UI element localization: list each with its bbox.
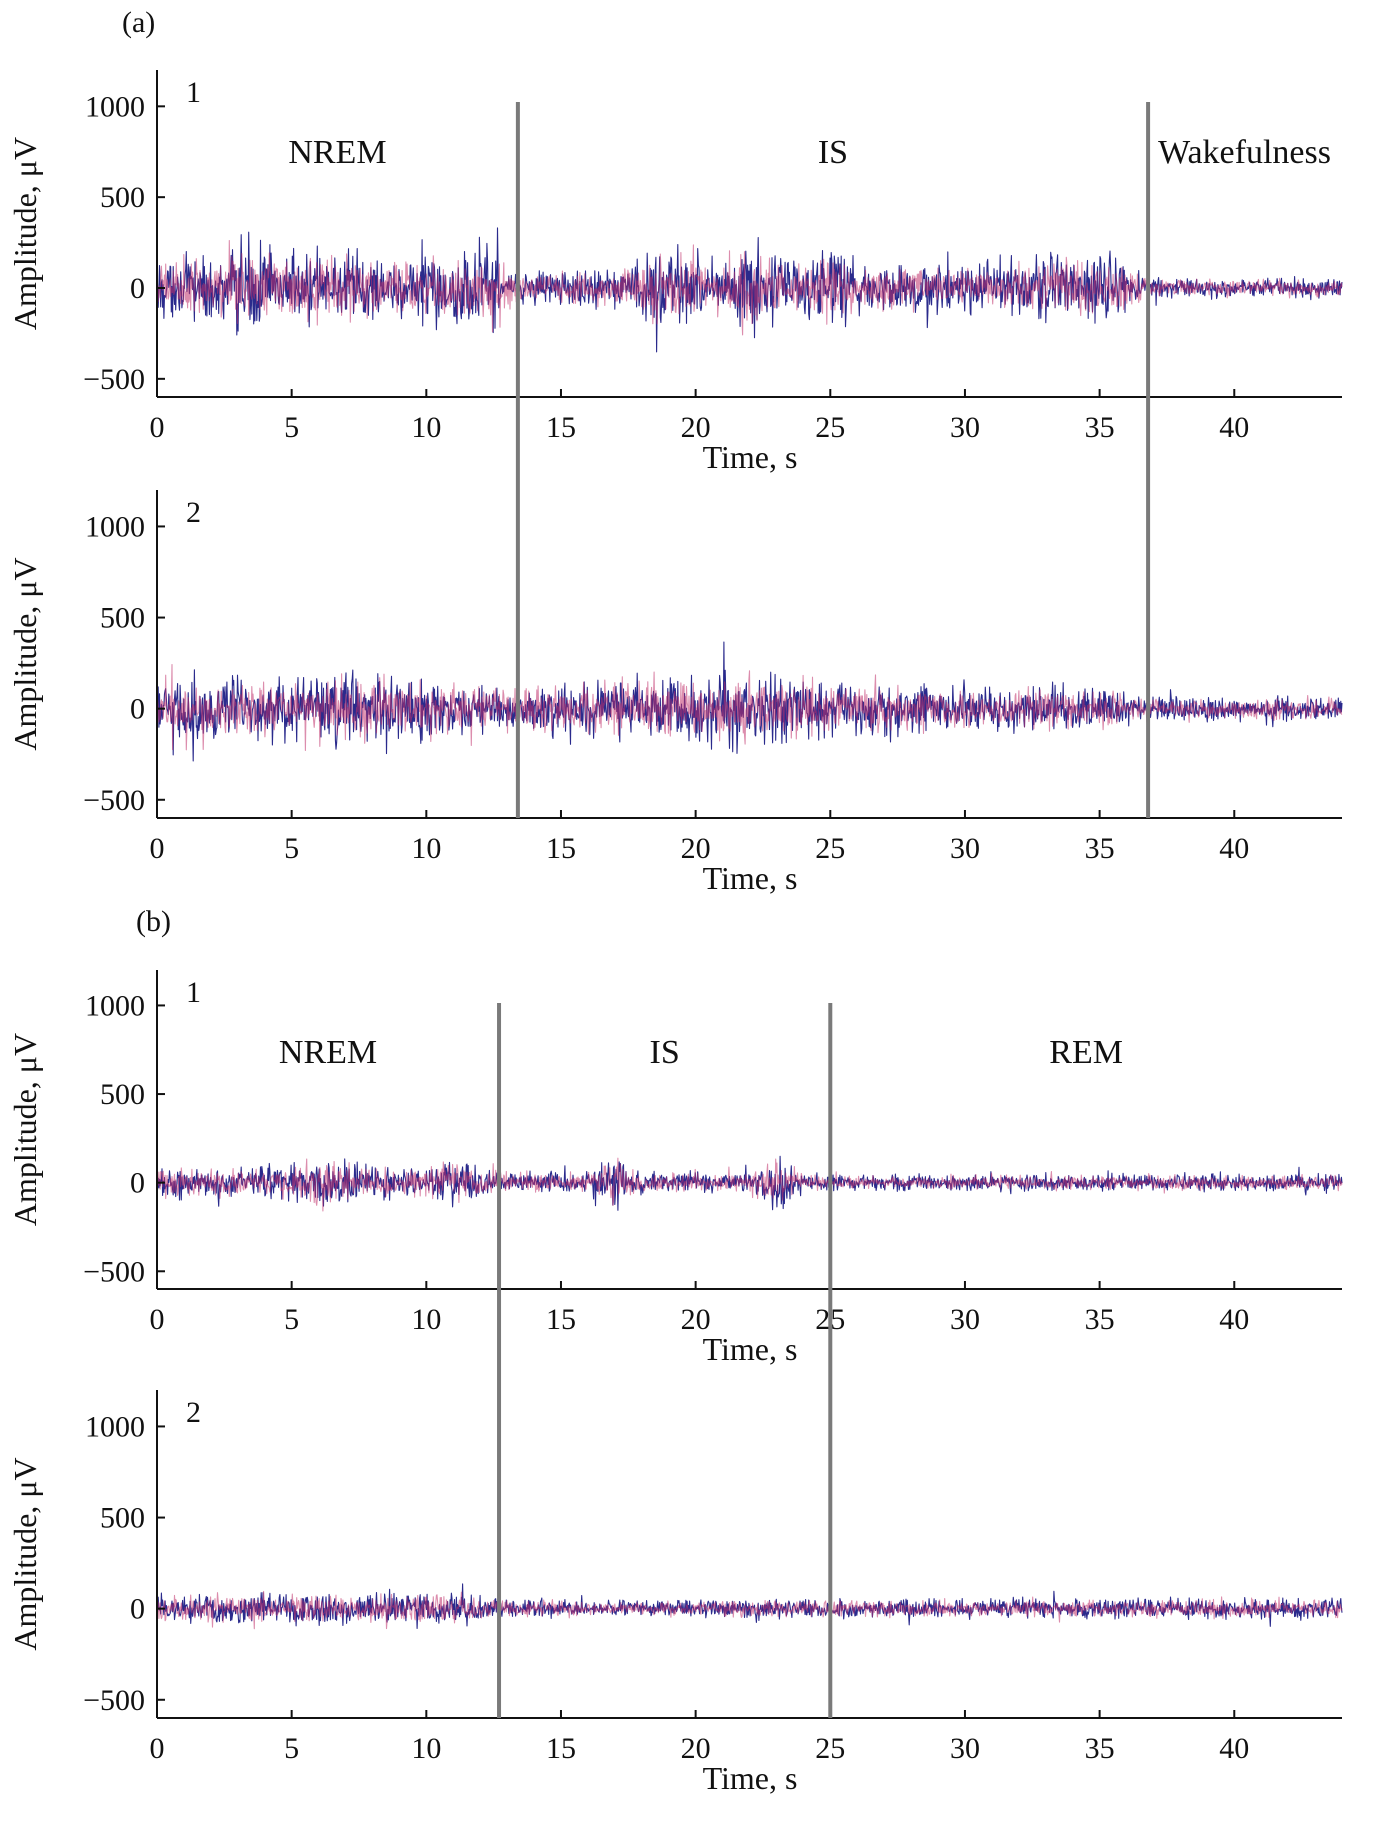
y-tick-label: −500: [83, 1684, 145, 1717]
x-tick-label: 20: [681, 1303, 711, 1336]
x-tick-label: 20: [681, 832, 711, 865]
x-tick-label: 30: [950, 1732, 980, 1765]
x-tick-label: 15: [546, 832, 576, 865]
x-tick-label: 30: [950, 1303, 980, 1336]
eeg-trace: [156, 1590, 1343, 1630]
x-tick-label: 40: [1219, 832, 1249, 865]
y-tick-label: 1000: [85, 989, 145, 1022]
x-tick-label: 25: [815, 1732, 845, 1765]
eeg-trace: [156, 239, 1343, 336]
y-tick-label: 0: [130, 1593, 145, 1626]
x-tick-label: 30: [950, 411, 980, 444]
phase-label: REM: [1049, 1034, 1123, 1071]
y-tick-label: −500: [83, 784, 145, 817]
x-tick-label: 0: [150, 411, 165, 444]
y-axis-label: Amplitude, μV: [7, 1457, 43, 1650]
x-axis-label: Time, s: [703, 1331, 798, 1367]
x-tick-label: 10: [411, 832, 441, 865]
x-tick-label: 35: [1085, 1732, 1115, 1765]
x-tick-label: 15: [546, 411, 576, 444]
x-tick-label: 10: [411, 411, 441, 444]
x-tick-label: 20: [681, 1732, 711, 1765]
y-tick-label: 500: [100, 1502, 145, 1535]
trace-number: 1: [186, 76, 201, 109]
x-tick-label: 15: [546, 1732, 576, 1765]
phase-label: NREM: [279, 1034, 377, 1071]
x-tick-label: 0: [150, 1732, 165, 1765]
x-axis-label: Time, s: [703, 860, 798, 896]
x-tick-label: 40: [1219, 1303, 1249, 1336]
y-tick-label: 0: [130, 1167, 145, 1200]
x-tick-label: 35: [1085, 1303, 1115, 1336]
x-tick-label: 0: [150, 832, 165, 865]
x-axis-label: Time, s: [703, 439, 798, 475]
x-tick-label: 5: [284, 1303, 299, 1336]
panel-letter-b: (b): [136, 905, 171, 938]
x-tick-label: 10: [411, 1303, 441, 1336]
y-tick-label: 0: [130, 693, 145, 726]
eeg-trace: [156, 1157, 1343, 1212]
trace-number: 2: [186, 496, 201, 529]
x-axis-label: Time, s: [703, 1760, 798, 1796]
phase-label: IS: [818, 134, 848, 171]
x-tick-label: 10: [411, 1732, 441, 1765]
y-tick-label: 0: [130, 272, 145, 305]
trace-number: 2: [186, 1396, 201, 1429]
y-axis-label: Amplitude, μV: [7, 557, 43, 750]
y-tick-label: 1000: [85, 90, 145, 123]
x-tick-label: 5: [284, 1732, 299, 1765]
y-tick-label: −500: [83, 1255, 145, 1288]
x-tick-label: 30: [950, 832, 980, 865]
x-tick-label: 40: [1219, 411, 1249, 444]
trace-number: 1: [186, 976, 201, 1009]
x-tick-label: 35: [1085, 832, 1115, 865]
panel-letter-a: (a): [122, 6, 155, 39]
y-tick-label: 500: [100, 181, 145, 214]
x-tick-label: 25: [815, 832, 845, 865]
x-tick-label: 40: [1219, 1732, 1249, 1765]
x-tick-label: 5: [284, 411, 299, 444]
y-axis-label: Amplitude, μV: [7, 137, 43, 330]
y-tick-label: −500: [83, 363, 145, 396]
phase-label: NREM: [288, 134, 386, 171]
x-tick-label: 25: [815, 411, 845, 444]
phase-label: Wakefulness: [1158, 134, 1331, 171]
x-tick-label: 35: [1085, 411, 1115, 444]
x-tick-label: 20: [681, 411, 711, 444]
stage-boundaries: [497, 102, 1151, 1718]
phase-label: IS: [650, 1034, 680, 1071]
y-tick-label: 1000: [85, 510, 145, 543]
eeg-trace: [156, 664, 1343, 752]
y-tick-label: 1000: [85, 1410, 145, 1443]
x-tick-label: 0: [150, 1303, 165, 1336]
x-tick-label: 15: [546, 1303, 576, 1336]
y-tick-label: 500: [100, 1078, 145, 1111]
y-tick-label: 500: [100, 602, 145, 635]
y-axis-label: Amplitude, μV: [7, 1033, 43, 1226]
x-tick-label: 5: [284, 832, 299, 865]
eeg-trace: [156, 641, 1343, 762]
